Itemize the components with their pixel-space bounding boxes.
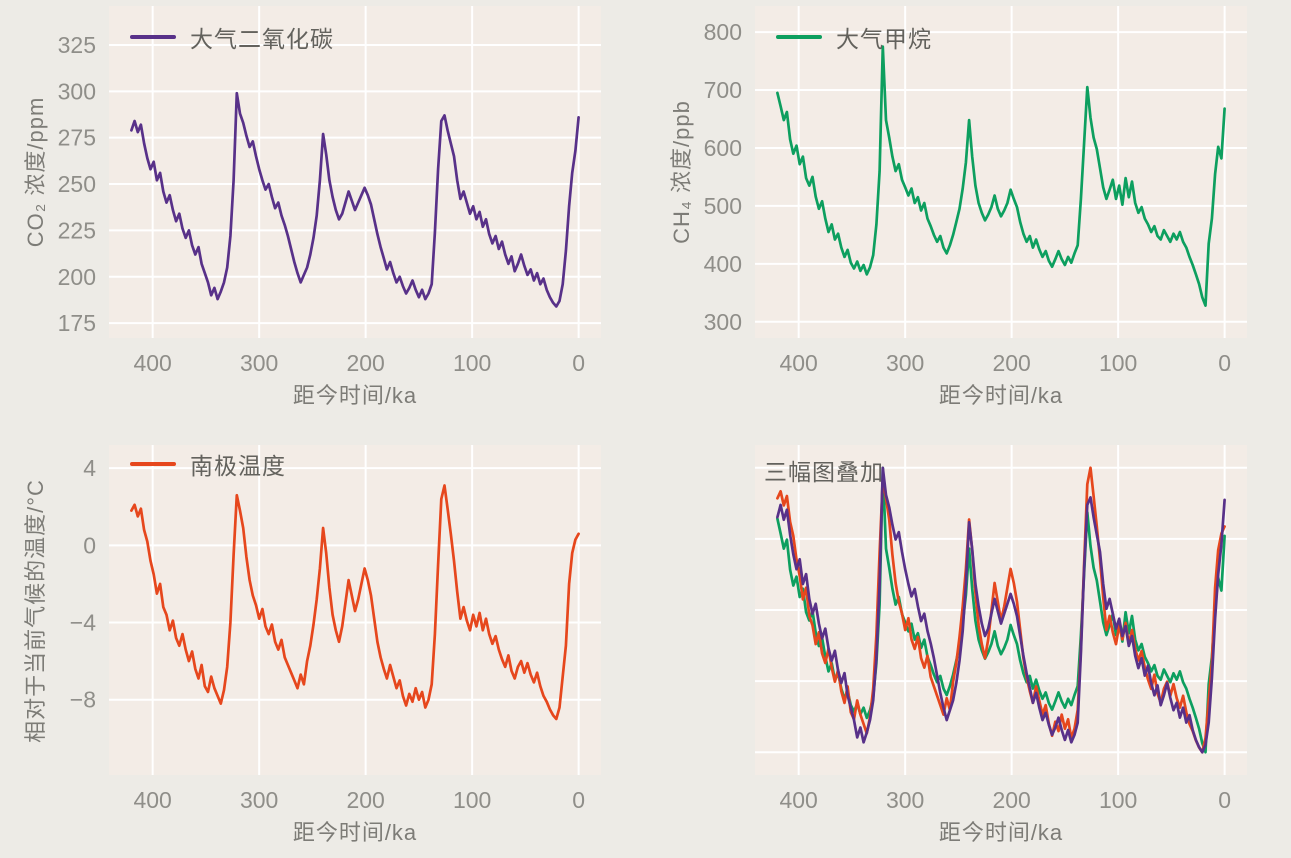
- svg-text:400: 400: [779, 350, 817, 376]
- svg-text:100: 100: [453, 787, 491, 813]
- overlay-plot: 400 300 200 100 0: [755, 445, 1247, 813]
- svg-text:400: 400: [779, 787, 817, 813]
- svg-text:300: 300: [58, 78, 96, 104]
- overlay-title-label: 三幅图叠加: [764, 459, 884, 485]
- svg-text:0: 0: [1218, 787, 1231, 813]
- temperature-x-axis-label: 距今时间/ka: [292, 820, 418, 845]
- co2-x-axis-label: 距今时间/ka: [292, 383, 418, 408]
- co2-legend-label: 大气二氧化碳: [190, 26, 334, 52]
- svg-text:500: 500: [704, 193, 742, 219]
- svg-text:300: 300: [240, 350, 278, 376]
- temperature-legend-label: 南极温度: [190, 453, 286, 479]
- ch4-plot: 400 300 200 100 0 800 700 600 500 400 300: [704, 6, 1247, 376]
- temperature-chart-panel: 400 300 200 100 0 4 0 −4 −8 相对于当前气候的温度/°C 南极温度 距…: [0, 415, 645, 858]
- svg-text:200: 200: [992, 350, 1030, 376]
- co2-y-axis-label: CO₂ 浓度/ppm: [23, 96, 48, 248]
- svg-text:−4: −4: [70, 610, 96, 636]
- svg-text:275: 275: [58, 125, 96, 151]
- temperature-legend: 南极温度: [130, 447, 286, 481]
- svg-text:400: 400: [704, 251, 742, 277]
- svg-text:225: 225: [58, 217, 96, 243]
- svg-text:700: 700: [704, 77, 742, 103]
- ch4-chart-panel: 400 300 200 100 0 800 700 600 500 400 300 CH₄ 浓度/p…: [646, 0, 1291, 415]
- ch4-legend-line: [776, 35, 822, 39]
- temperature-plot: 400 300 200 100 0 4 0 −4 −8: [70, 445, 601, 813]
- svg-text:175: 175: [58, 310, 96, 336]
- svg-text:300: 300: [886, 350, 924, 376]
- svg-text:300: 300: [886, 787, 924, 813]
- co2-legend: 大气二氧化碳: [130, 20, 334, 54]
- svg-text:4: 4: [83, 455, 96, 481]
- temperature-y-axis-label: 相对于当前气候的温度/°C: [23, 479, 48, 743]
- svg-text:0: 0: [83, 532, 96, 558]
- overlay-title: 三幅图叠加: [764, 453, 884, 487]
- svg-text:100: 100: [453, 350, 491, 376]
- svg-text:300: 300: [240, 787, 278, 813]
- co2-chart-panel: 400 300 200 100 0 325 300 275 250 225 200 175 CO₂ 浓…: [0, 0, 645, 415]
- svg-text:200: 200: [992, 787, 1030, 813]
- svg-text:800: 800: [704, 19, 742, 45]
- co2-legend-line: [130, 35, 176, 39]
- svg-text:0: 0: [572, 787, 585, 813]
- svg-text:0: 0: [572, 350, 585, 376]
- svg-text:600: 600: [704, 135, 742, 161]
- svg-text:200: 200: [346, 787, 384, 813]
- svg-text:0: 0: [1218, 350, 1231, 376]
- ch4-y-axis-label: CH₄ 浓度/ppb: [669, 100, 694, 244]
- ch4-x-axis-label: 距今时间/ka: [938, 383, 1064, 408]
- svg-text:250: 250: [58, 171, 96, 197]
- ch4-legend-label: 大气甲烷: [836, 26, 932, 52]
- svg-text:100: 100: [1099, 350, 1137, 376]
- overlay-x-axis-label: 距今时间/ka: [938, 820, 1064, 845]
- ch4-legend: 大气甲烷: [776, 20, 932, 54]
- svg-text:400: 400: [133, 787, 171, 813]
- svg-text:−8: −8: [70, 687, 96, 713]
- svg-text:300: 300: [704, 309, 742, 335]
- svg-text:400: 400: [133, 350, 171, 376]
- co2-plot: 400 300 200 100 0 325 300 275 250 225 200 175: [58, 6, 601, 376]
- svg-text:200: 200: [58, 264, 96, 290]
- svg-text:200: 200: [346, 350, 384, 376]
- overlay-chart-panel: 400 300 200 100 0 三幅图叠加 距今时间/ka: [646, 415, 1291, 858]
- temperature-legend-line: [130, 462, 176, 466]
- svg-text:325: 325: [58, 32, 96, 58]
- svg-text:100: 100: [1099, 787, 1137, 813]
